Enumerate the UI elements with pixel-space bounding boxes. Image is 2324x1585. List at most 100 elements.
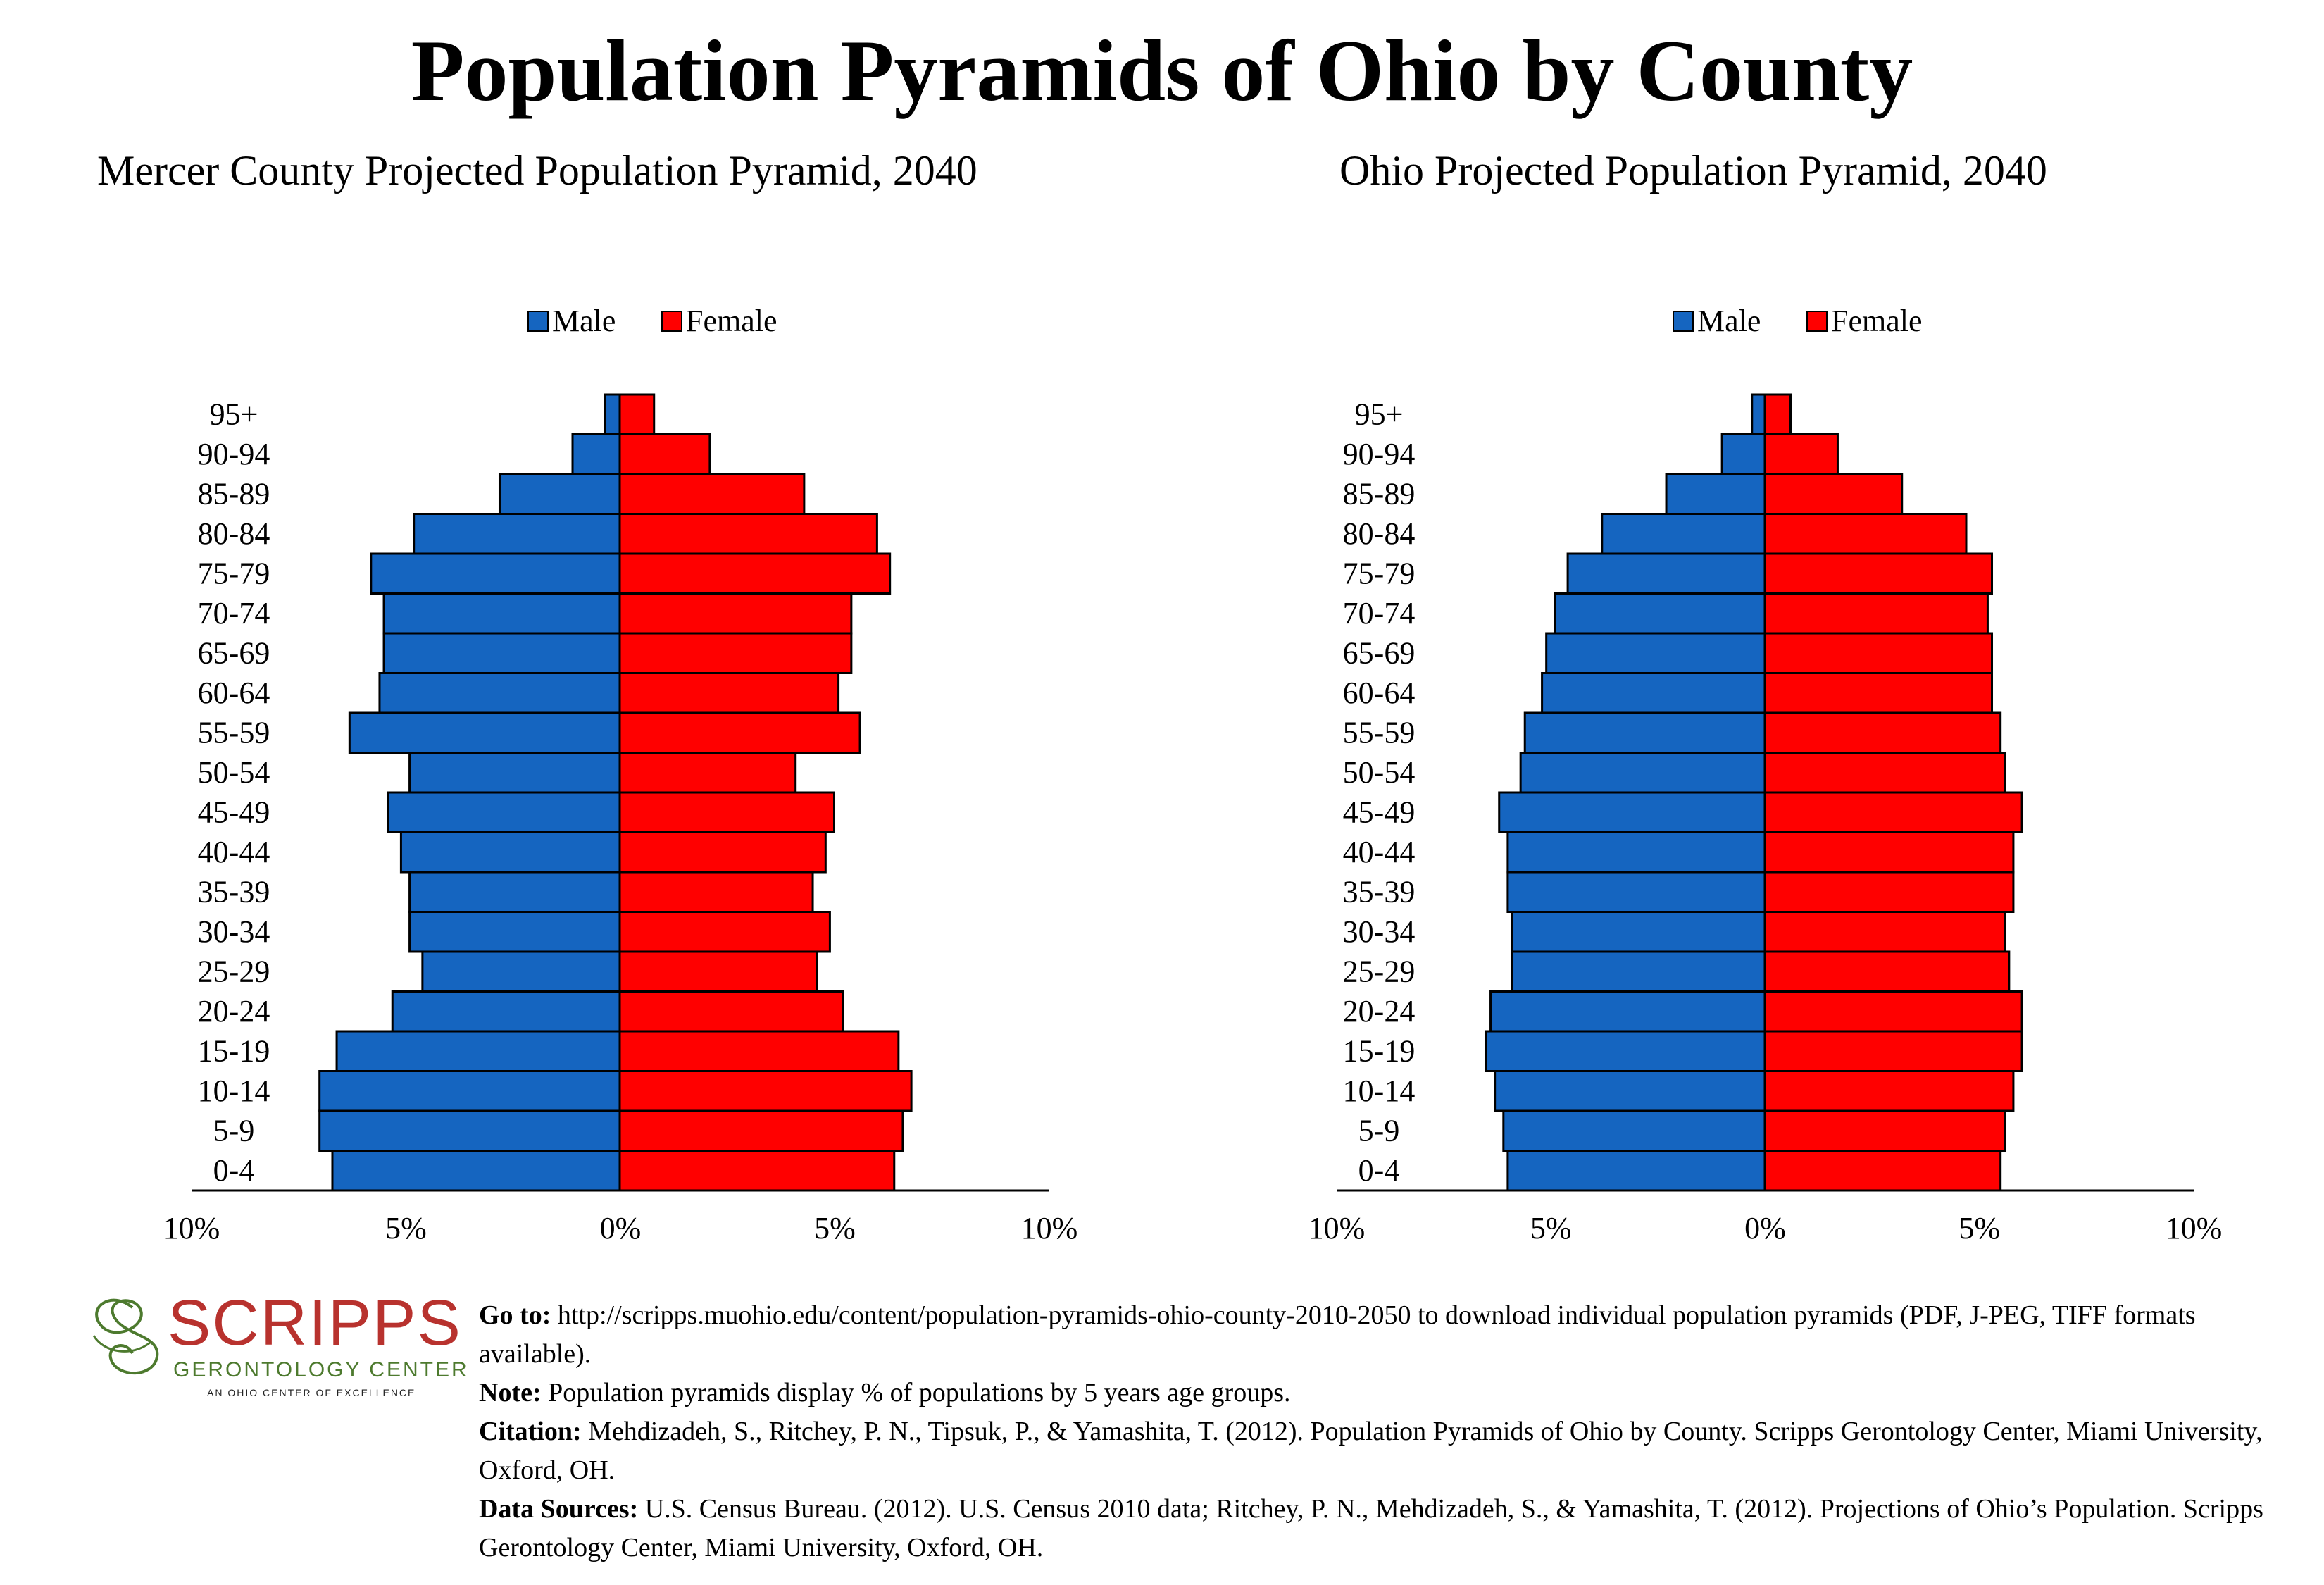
age-label: 15-19 bbox=[198, 1033, 270, 1068]
x-tick-label: 5% bbox=[1530, 1211, 1572, 1245]
sources-text: U.S. Census Bureau. (2012). U.S. Census … bbox=[479, 1494, 2263, 1562]
x-tick-label: 10% bbox=[163, 1211, 220, 1245]
logo-subtitle: GERONTOLOGY CENTER bbox=[173, 1358, 469, 1381]
bar-male-45-49 bbox=[1498, 791, 1766, 833]
bar-male-20-24 bbox=[1489, 990, 1766, 1033]
age-label: 0-4 bbox=[213, 1153, 255, 1188]
age-label: 20-24 bbox=[1343, 994, 1416, 1028]
citation-line: Citation: Mehdizadeh, S., Ritchey, P. N.… bbox=[479, 1412, 2310, 1490]
logo-wordmark: SCRIPPS bbox=[168, 1287, 462, 1359]
bar-female-40-44 bbox=[618, 831, 827, 874]
bar-female-75-79 bbox=[1763, 552, 1994, 595]
goto-link[interactable]: http://scripps.muohio.edu/content/popula… bbox=[479, 1300, 2196, 1369]
legend-label-male: Male bbox=[552, 304, 616, 338]
age-label: 95+ bbox=[1355, 397, 1404, 431]
bar-female-55-59 bbox=[1763, 711, 2002, 754]
bar-male-35-39 bbox=[1506, 871, 1766, 913]
bar-male-85-89 bbox=[498, 473, 621, 515]
x-tick-label: 5% bbox=[814, 1211, 856, 1245]
bar-female-5-9 bbox=[1763, 1110, 2006, 1152]
bar-male-55-59 bbox=[348, 711, 621, 754]
bar-female-40-44 bbox=[1763, 831, 2015, 874]
age-label: 20-24 bbox=[198, 994, 270, 1028]
age-label: 90-94 bbox=[198, 437, 270, 471]
age-label: 40-44 bbox=[1343, 835, 1416, 869]
age-label: 35-39 bbox=[1343, 874, 1416, 909]
age-label: 5-9 bbox=[213, 1113, 255, 1148]
bar-female-25-29 bbox=[618, 950, 818, 993]
citation-text: Mehdizadeh, S., Ritchey, P. N., Tipsuk, … bbox=[479, 1417, 2263, 1485]
bar-male-65-69 bbox=[1545, 632, 1766, 674]
bar-female-95+ bbox=[1763, 393, 1792, 435]
bar-male-40-44 bbox=[1506, 831, 1766, 874]
note-label: Note: bbox=[479, 1378, 542, 1407]
legend-label-female: Female bbox=[686, 304, 777, 338]
bar-female-85-89 bbox=[618, 473, 806, 515]
legend-swatch-male bbox=[527, 311, 549, 332]
bar-female-85-89 bbox=[1763, 473, 1904, 515]
goto-label: Go to: bbox=[479, 1300, 551, 1330]
bar-female-95+ bbox=[618, 393, 656, 435]
bar-female-20-24 bbox=[618, 990, 844, 1033]
bar-female-80-84 bbox=[618, 513, 878, 555]
bar-male-90-94 bbox=[571, 433, 621, 476]
age-label: 30-34 bbox=[1343, 914, 1416, 949]
sources-label: Data Sources: bbox=[479, 1494, 639, 1524]
pyramid-chart-mercer: Male Female 0-4 5-9 10-14 15-19 20-24 25-29 30-3… bbox=[163, 304, 1078, 1245]
age-label: 10-14 bbox=[1343, 1074, 1416, 1108]
bar-male-0-4 bbox=[331, 1150, 621, 1192]
age-label: 75-79 bbox=[198, 556, 270, 590]
bar-female-80-84 bbox=[1763, 513, 1968, 555]
age-label: 70-74 bbox=[198, 596, 270, 630]
bar-male-50-54 bbox=[1519, 752, 1766, 794]
age-label: 60-64 bbox=[198, 676, 270, 710]
bar-female-60-64 bbox=[618, 672, 840, 714]
age-label: 65-69 bbox=[198, 635, 270, 670]
x-tick-label: 5% bbox=[1958, 1211, 2000, 1245]
note-text: Population pyramids display % of populat… bbox=[548, 1378, 1291, 1407]
x-tick-label: 10% bbox=[1308, 1211, 1366, 1245]
age-label: 80-84 bbox=[1343, 516, 1416, 551]
age-label: 25-29 bbox=[1343, 954, 1416, 988]
bar-male-60-64 bbox=[378, 672, 621, 714]
pyramid-chart-ohio: Male Female 0-4 5-9 10-14 15-19 20-24 25-29 30-3… bbox=[1308, 304, 2223, 1245]
age-label: 85-89 bbox=[198, 476, 270, 511]
age-label: 90-94 bbox=[1343, 437, 1416, 471]
bar-male-90-94 bbox=[1720, 433, 1766, 476]
bar-female-30-34 bbox=[1763, 911, 2006, 953]
bar-male-25-29 bbox=[1511, 950, 1766, 993]
bar-female-90-94 bbox=[618, 433, 711, 476]
bar-male-50-54 bbox=[408, 752, 621, 794]
sources-line: Data Sources: U.S. Census Bureau. (2012)… bbox=[479, 1490, 2310, 1567]
bar-male-65-69 bbox=[382, 632, 621, 674]
age-label: 55-59 bbox=[198, 715, 270, 750]
age-label: 50-54 bbox=[198, 755, 270, 790]
x-tick-label: 0% bbox=[1744, 1211, 1786, 1245]
age-label: 45-49 bbox=[198, 795, 270, 829]
bar-male-25-29 bbox=[421, 950, 621, 993]
bar-male-20-24 bbox=[391, 990, 621, 1033]
bar-female-60-64 bbox=[1763, 672, 1994, 714]
bar-male-10-14 bbox=[1494, 1070, 1766, 1112]
legend-swatch-female bbox=[661, 311, 682, 332]
legend-label-male: Male bbox=[1697, 304, 1761, 338]
chart-title-ohio: Ohio Projected Population Pyramid, 2040 bbox=[1339, 147, 2047, 194]
bar-male-70-74 bbox=[1554, 592, 1766, 635]
bar-female-25-29 bbox=[1763, 950, 2011, 993]
bar-male-15-19 bbox=[1485, 1030, 1766, 1072]
logo-tagline: AN OHIO CENTER OF EXCELLENCE bbox=[207, 1387, 416, 1398]
bar-female-75-79 bbox=[618, 552, 892, 595]
age-label: 55-59 bbox=[1343, 715, 1416, 750]
scripps-logo: SCRIPPS GERONTOLOGY CENTER AN OHIO CENTE… bbox=[83, 1286, 467, 1399]
bar-male-0-4 bbox=[1506, 1150, 1766, 1192]
age-label: 75-79 bbox=[1343, 556, 1416, 590]
age-label: 70-74 bbox=[1343, 596, 1416, 630]
x-tick-label: 0% bbox=[600, 1211, 642, 1245]
chart-title-mercer: Mercer County Projected Population Pyram… bbox=[97, 147, 977, 194]
age-label: 65-69 bbox=[1343, 635, 1416, 670]
bar-male-30-34 bbox=[408, 911, 621, 953]
bar-female-10-14 bbox=[618, 1070, 913, 1112]
citation-label: Citation: bbox=[479, 1417, 582, 1446]
bar-female-65-69 bbox=[618, 632, 853, 674]
goto-line: Go to: http://scripps.muohio.edu/content… bbox=[479, 1296, 2310, 1374]
